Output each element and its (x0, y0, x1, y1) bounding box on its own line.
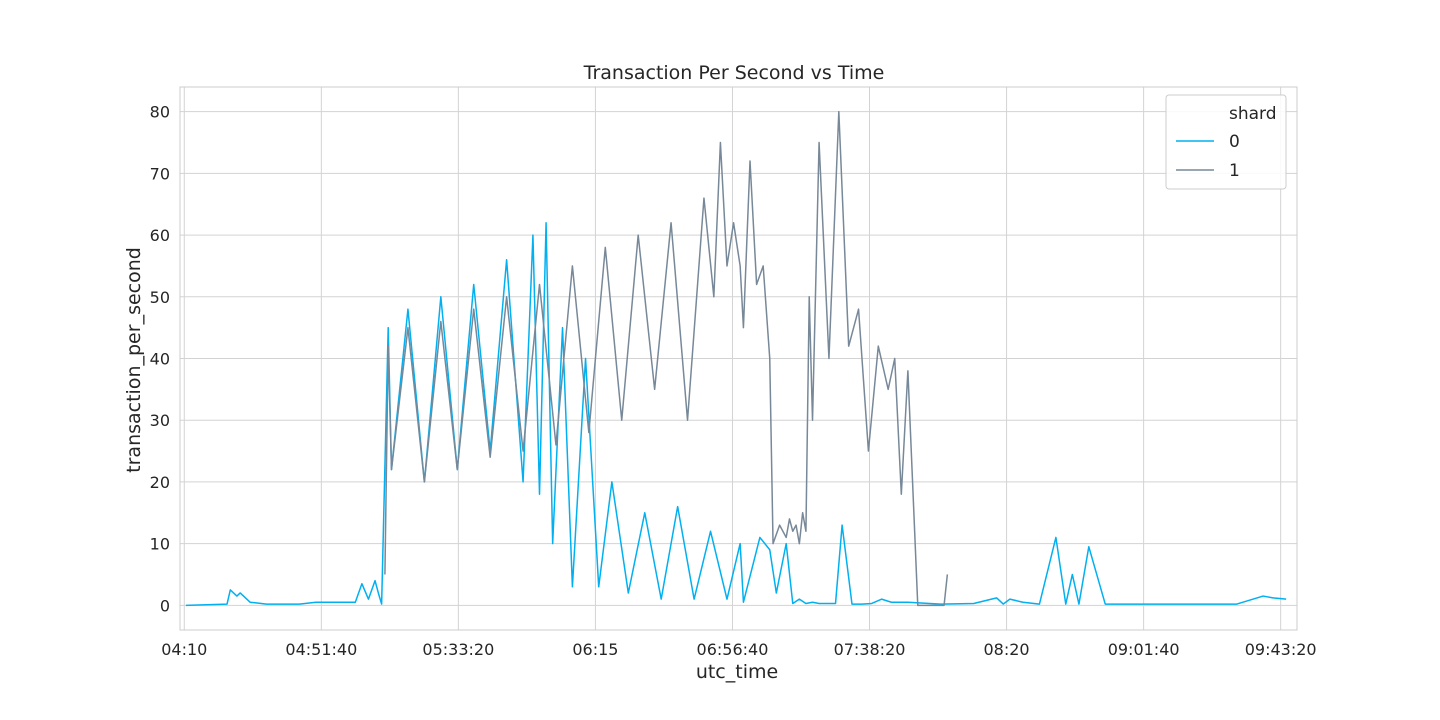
x-tick-label: 06:56:40 (697, 640, 769, 659)
y-tick-label: 40 (150, 350, 170, 369)
y-tick-label: 0 (160, 596, 170, 615)
x-tick-label: 04:10 (161, 640, 207, 659)
y-tick-label: 10 (150, 535, 170, 554)
legend-label-series-1: 1 (1229, 161, 1240, 181)
series-line-shard-0 (185, 222, 1287, 607)
y-tick-label: 50 (150, 288, 170, 307)
legend-label-series-0: 0 (1229, 132, 1240, 152)
x-axis-label: utc_time (696, 661, 778, 683)
x-tick-label: 09:01:40 (1108, 640, 1180, 659)
y-tick-label: 70 (150, 164, 170, 183)
plot-frame (179, 86, 1298, 631)
x-tick-label: 05:33:20 (422, 640, 494, 659)
legend-box (1165, 94, 1287, 190)
chart-title: Transaction Per Second vs Time (583, 62, 885, 84)
y-tick-label: 60 (150, 226, 170, 245)
y-tick-label: 20 (150, 473, 170, 492)
legend-title: shard (1229, 104, 1277, 124)
y-axis-label: transaction_per_second (123, 247, 145, 473)
legend: shard 0 1 (1165, 94, 1287, 190)
x-tick-label: 09:43:20 (1245, 640, 1317, 659)
series-line-shard-1 (384, 110, 949, 607)
y-tick-label: 30 (150, 411, 170, 430)
x-tick-label: 06:15 (572, 640, 618, 659)
x-tick-label: 08:20 (984, 640, 1030, 659)
x-tick-label: 07:38:20 (834, 640, 906, 659)
y-tick-label: 80 (150, 103, 170, 122)
x-tick-label: 04:51:40 (285, 640, 357, 659)
series-lines (185, 110, 1287, 607)
tick-labels: 04:10 04:51:40 05:33:20 06:15 06:56:40 07:38:… (150, 103, 1317, 659)
